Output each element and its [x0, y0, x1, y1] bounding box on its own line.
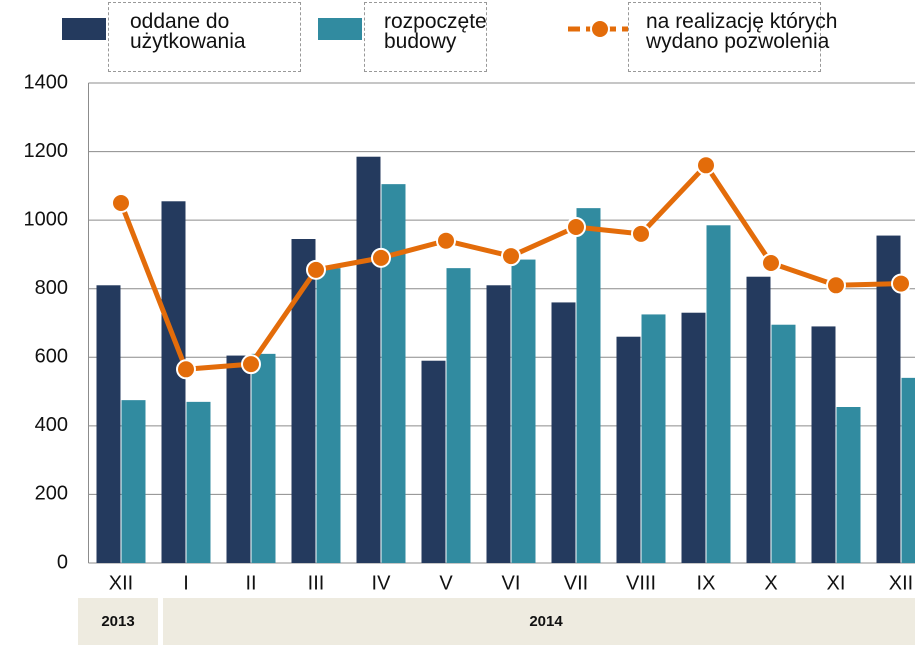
legend-swatch	[590, 19, 610, 39]
y-tick-label: 1200	[24, 140, 69, 162]
x-tick-label: II	[245, 572, 256, 594]
bar	[121, 400, 146, 563]
legend-box	[108, 2, 301, 72]
y-tick-label: 600	[35, 346, 68, 368]
line-point	[696, 155, 716, 176]
bar	[746, 276, 771, 563]
bar	[161, 201, 186, 564]
bar	[706, 225, 731, 564]
x-tick-label: VI	[502, 572, 521, 594]
bar	[291, 239, 316, 563]
bar	[356, 156, 381, 563]
bar	[576, 208, 601, 563]
bar	[681, 312, 706, 563]
x-tick-label: X	[764, 572, 777, 594]
x-tick-label: VII	[564, 572, 588, 594]
year-cell	[163, 598, 915, 645]
line-point	[436, 230, 456, 251]
bar	[616, 336, 641, 563]
line-point	[826, 275, 846, 296]
y-tick-label: 200	[35, 483, 68, 505]
line-point	[176, 359, 196, 380]
y-tick-label: 400	[35, 414, 68, 436]
legend-swatch	[62, 18, 106, 40]
y-tick-label: 1400	[24, 71, 69, 93]
bar	[901, 377, 915, 563]
line-point	[111, 193, 131, 213]
legend-box	[364, 2, 487, 72]
bar	[316, 268, 341, 563]
line-point	[371, 247, 391, 268]
y-tick-label: 0	[57, 551, 68, 573]
x-tick-label: XII	[109, 572, 133, 594]
x-tick-label: I	[183, 572, 189, 594]
bar	[226, 355, 251, 563]
bar	[811, 326, 836, 563]
bar	[836, 407, 861, 563]
year-label: 2014	[529, 613, 563, 630]
legend-box	[628, 2, 821, 72]
bar	[511, 259, 536, 563]
legend-swatch	[318, 18, 362, 40]
bar	[446, 268, 471, 563]
y-tick-label: 800	[35, 277, 68, 299]
year-cell	[78, 598, 158, 645]
x-tick-label: IX	[697, 572, 716, 594]
bar	[551, 302, 576, 563]
line-point	[891, 273, 911, 294]
x-tick-label: XII	[889, 572, 913, 594]
bar	[641, 314, 666, 563]
line-point	[566, 217, 586, 237]
bar	[96, 285, 121, 563]
line-point	[501, 246, 521, 267]
x-tick-label: III	[308, 572, 325, 594]
x-tick-label: XI	[827, 572, 846, 594]
line-point	[241, 354, 261, 375]
line-point	[631, 223, 651, 244]
legend-label: oddane do użytkowania	[130, 10, 246, 53]
legend-label: rozpoczęte budowy	[384, 10, 487, 53]
line-point	[306, 259, 326, 280]
bar	[771, 324, 796, 563]
bar	[381, 184, 406, 563]
bar	[486, 285, 511, 563]
bar	[251, 353, 276, 563]
x-tick-label: V	[439, 572, 453, 594]
year-label: 2013	[101, 613, 134, 630]
line-point	[761, 253, 781, 273]
bar	[186, 401, 211, 563]
x-tick-label: VIII	[626, 572, 656, 594]
bar	[421, 360, 446, 563]
y-tick-label: 1000	[24, 208, 69, 230]
legend-label: na realizację których wydano pozwolenia	[646, 10, 838, 53]
x-tick-label: IV	[372, 572, 392, 594]
